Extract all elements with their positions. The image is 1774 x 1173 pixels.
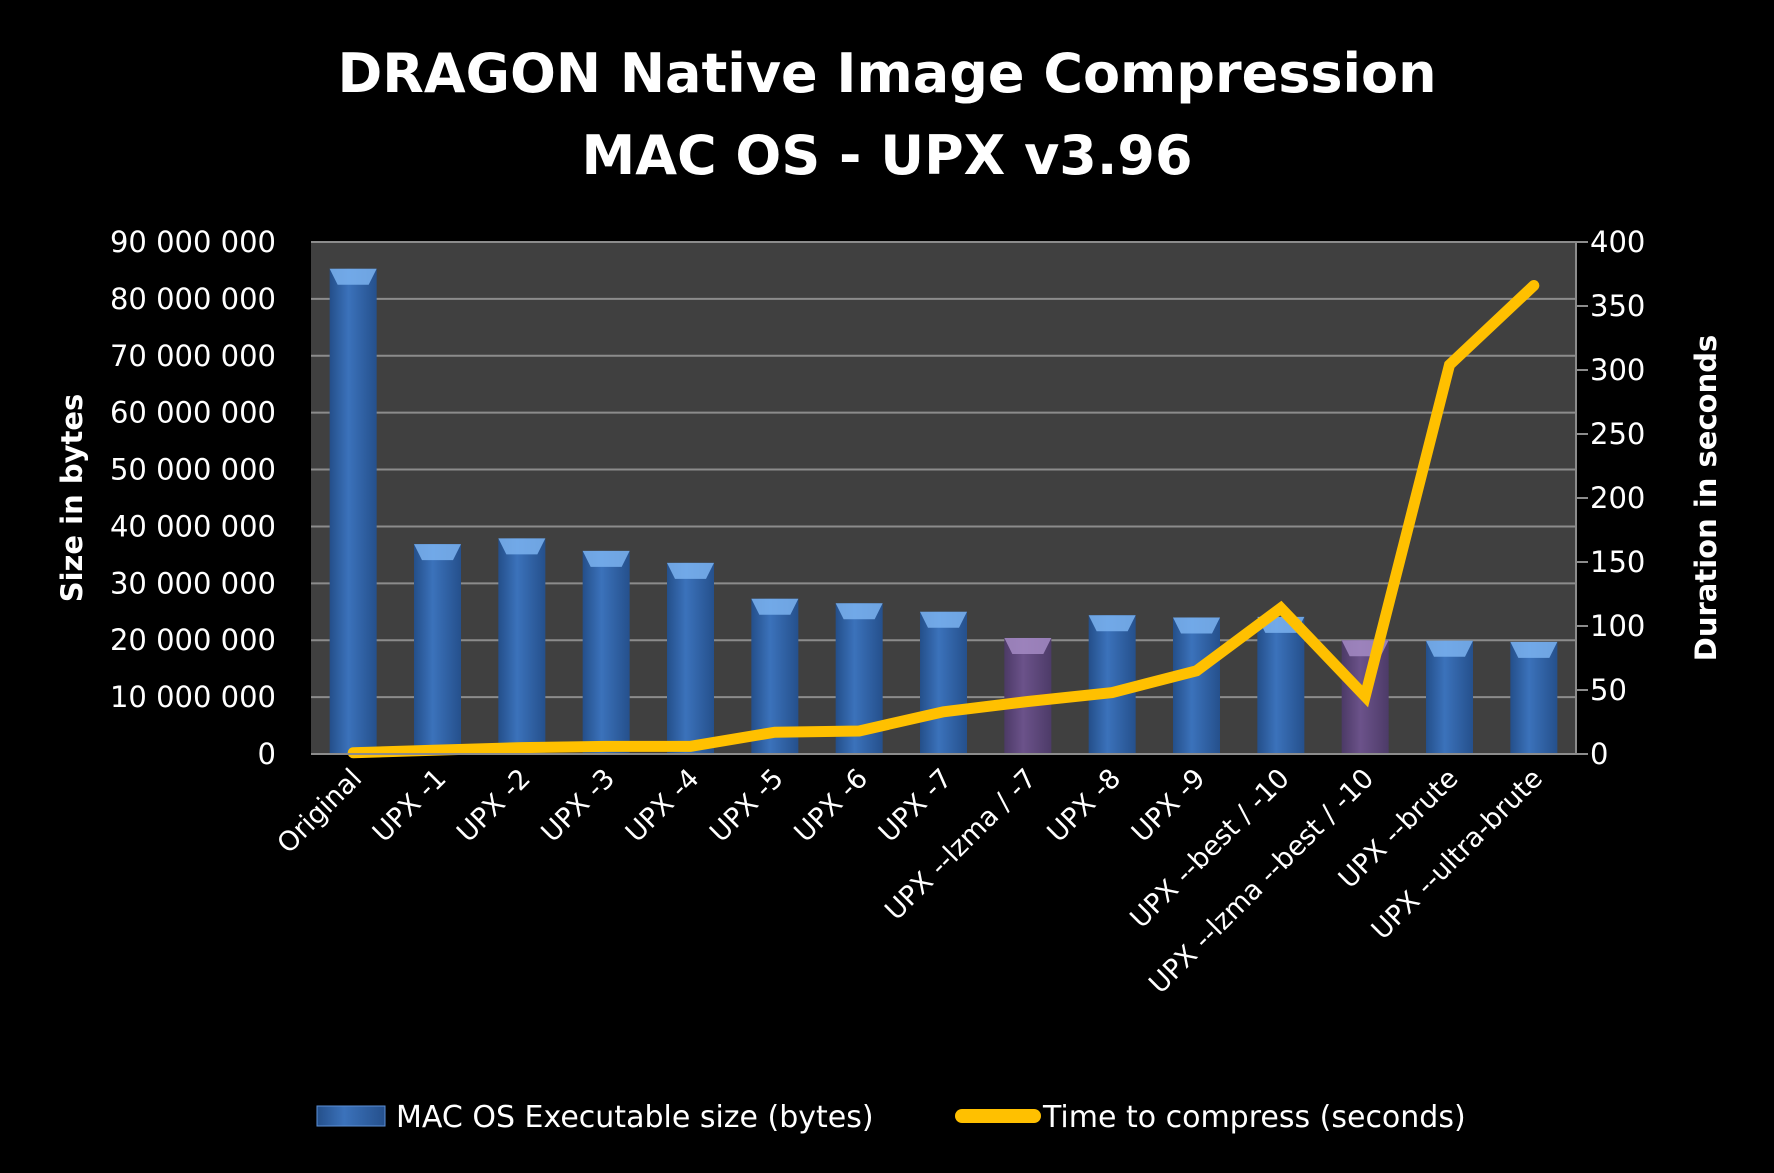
y-tick-label: 60 000 000: [110, 396, 276, 430]
y-tick-label: 10 000 000: [110, 680, 276, 714]
x-tick-label: UPX -5: [704, 763, 790, 849]
bar-bevel: [1004, 637, 1052, 654]
x-tick-label: UPX --lzma / -7: [879, 763, 1043, 927]
legend-bar-swatch: [316, 1105, 386, 1127]
y2-tick-label: 250: [1590, 417, 1645, 451]
y2-tick-label: 0: [1590, 737, 1608, 771]
bar-bevel: [1173, 617, 1220, 634]
x-tick-label: UPX -6: [789, 763, 875, 849]
bar: [329, 268, 377, 754]
legend-label-time: Time to compress (seconds): [1042, 1100, 1466, 1135]
y2-tick-label: 200: [1590, 481, 1645, 515]
legend-label-size: MAC OS Executable size (bytes): [396, 1100, 874, 1135]
bar-bevel: [329, 268, 377, 285]
x-tick-label: Original: [271, 763, 368, 860]
bar: [1173, 617, 1220, 754]
y-axis-title: Size in bytes: [55, 394, 89, 603]
bar-bevel: [667, 562, 714, 579]
x-tick-label: UPX --best / -10: [1124, 763, 1295, 934]
x-tick-label: UPX -9: [1126, 763, 1212, 849]
y-tick-label: 70 000 000: [110, 339, 276, 373]
y2-axis-title: Duration in seconds: [1689, 335, 1723, 661]
bar-bevel: [1510, 641, 1558, 658]
bar-bevel: [498, 538, 546, 555]
y2-tick-label: 100: [1590, 609, 1645, 643]
y2-tick-label: 50: [1590, 673, 1627, 707]
chart-title-line-2: MAC OS - UPX v3.96: [581, 124, 1192, 187]
y2-tick-label: 300: [1590, 353, 1645, 387]
x-tick-label: UPX -8: [1042, 763, 1128, 849]
x-tick-label: UPX -3: [536, 763, 622, 849]
y-tick-label: 40 000 000: [110, 509, 276, 543]
chart-title-line-1: DRAGON Native Image Compression: [337, 42, 1436, 105]
bar-bevel: [835, 603, 883, 620]
y2-tick-label: 350: [1590, 289, 1645, 323]
bar-bevel: [1088, 615, 1136, 632]
y-tick-label: 20 000 000: [110, 623, 276, 657]
bar-bevel: [414, 544, 461, 561]
x-tick-label: UPX -2: [451, 763, 537, 849]
bar-bevel: [920, 611, 967, 628]
bar-bevel: [1426, 640, 1473, 657]
bar: [582, 550, 630, 754]
x-tick-label: UPX -4: [620, 763, 706, 849]
y-tick-label: 0: [258, 737, 276, 771]
x-tick-label: UPX -1: [367, 763, 453, 849]
y2-tick-label: 150: [1590, 545, 1645, 579]
y-tick-label: 80 000 000: [110, 282, 276, 316]
y-tick-label: 30 000 000: [110, 566, 276, 600]
y-tick-label: 50 000 000: [110, 453, 276, 487]
bar: [667, 562, 714, 754]
bar: [920, 611, 967, 754]
bar: [1426, 640, 1473, 754]
y2-tick-label: 400: [1590, 225, 1645, 259]
bar-bevel: [751, 598, 799, 615]
bar-bevel: [582, 550, 630, 567]
x-tick-label: UPX -7: [873, 763, 959, 849]
bar: [414, 544, 461, 754]
bar: [498, 538, 546, 754]
bar: [1257, 616, 1305, 754]
bar: [1510, 641, 1558, 754]
y-tick-label: 90 000 000: [110, 225, 276, 259]
